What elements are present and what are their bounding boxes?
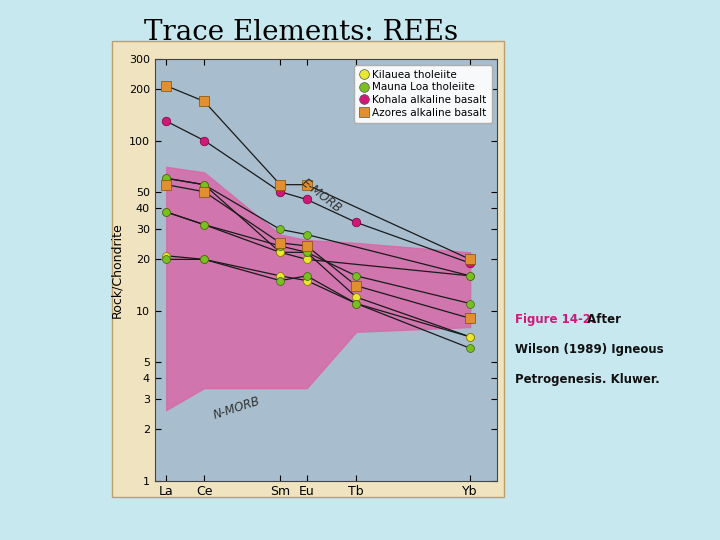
- Point: [464, 259, 476, 267]
- Point: [301, 180, 312, 189]
- Point: [464, 344, 476, 353]
- Point: [161, 174, 172, 183]
- Point: [351, 272, 362, 280]
- Point: [351, 299, 362, 308]
- Point: [464, 314, 476, 323]
- Point: [301, 248, 312, 256]
- Point: [199, 97, 210, 106]
- Point: [464, 299, 476, 308]
- Point: [199, 187, 210, 196]
- Point: [199, 180, 210, 189]
- Text: Figure 14-2.: Figure 14-2.: [515, 313, 595, 326]
- Point: [301, 255, 312, 264]
- Point: [199, 220, 210, 229]
- Point: [351, 281, 362, 290]
- Point: [301, 230, 312, 239]
- Point: [161, 255, 172, 264]
- Point: [161, 252, 172, 260]
- Point: [199, 136, 210, 145]
- Point: [161, 82, 172, 90]
- Point: [274, 239, 286, 247]
- Point: [199, 255, 210, 264]
- Point: [301, 195, 312, 204]
- Point: [274, 272, 286, 280]
- Point: [301, 248, 312, 256]
- Point: [161, 208, 172, 217]
- Point: [199, 180, 210, 189]
- Point: [274, 248, 286, 256]
- Point: [199, 255, 210, 264]
- Point: [301, 241, 312, 250]
- Point: [464, 255, 476, 264]
- Point: [464, 272, 476, 280]
- Text: E-MORB: E-MORB: [300, 176, 344, 215]
- Point: [274, 225, 286, 234]
- Text: Wilson (1989) Igneous: Wilson (1989) Igneous: [515, 343, 663, 356]
- Point: [274, 248, 286, 256]
- Point: [464, 333, 476, 341]
- Point: [274, 187, 286, 196]
- Point: [351, 293, 362, 301]
- Point: [199, 220, 210, 229]
- Text: Petrogenesis. Kluwer.: Petrogenesis. Kluwer.: [515, 373, 660, 386]
- Text: N-MORB: N-MORB: [212, 395, 262, 422]
- Point: [274, 241, 286, 250]
- Point: [464, 333, 476, 341]
- Point: [161, 117, 172, 125]
- Point: [161, 180, 172, 189]
- Point: [274, 180, 286, 189]
- Y-axis label: Rock/Chondrite: Rock/Chondrite: [110, 222, 123, 318]
- Point: [301, 276, 312, 285]
- Legend: Kilauea tholeiite, Mauna Loa tholeiite, Kohala alkaline basalt, Azores alkaline : Kilauea tholeiite, Mauna Loa tholeiite, …: [354, 65, 492, 123]
- Text: Trace Elements: REEs: Trace Elements: REEs: [144, 19, 458, 46]
- Point: [351, 299, 362, 308]
- Point: [161, 174, 172, 183]
- Point: [351, 218, 362, 227]
- Point: [161, 208, 172, 217]
- Text: After: After: [583, 313, 621, 326]
- Point: [464, 272, 476, 280]
- Point: [301, 272, 312, 280]
- Point: [274, 276, 286, 285]
